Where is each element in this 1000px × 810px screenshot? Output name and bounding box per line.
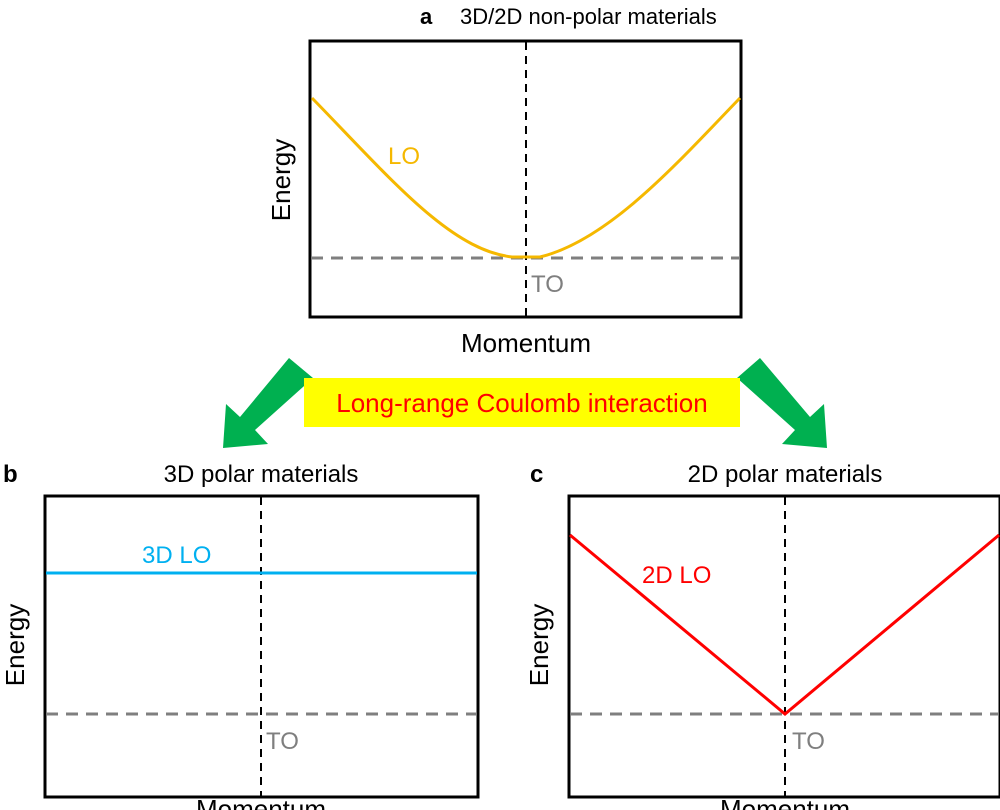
panel-c-lo-label: 2D LO xyxy=(642,562,711,589)
panel-c: c 2D polar materials 2D LO TO Momentum E… xyxy=(524,461,1000,810)
arrow-right-icon xyxy=(737,358,827,448)
panel-c-title: 2D polar materials xyxy=(688,461,883,488)
panel-letter-a: a xyxy=(420,4,433,29)
banner-text: Long-range Coulomb interaction xyxy=(336,388,707,418)
panel-letter-b: b xyxy=(3,461,18,488)
panel-letter-c: c xyxy=(530,461,543,488)
panel-a-to-label: TO xyxy=(531,271,564,298)
panel-c-to-label: TO xyxy=(792,728,825,755)
panel-a-title: 3D/2D non-polar materials xyxy=(460,4,717,29)
panel-b-to-label: TO xyxy=(266,728,299,755)
panel-a: a 3D/2D non-polar materials LO TO Moment… xyxy=(266,4,743,358)
panel-a-xlabel: Momentum xyxy=(461,328,591,358)
panel-b-lo-label: 3D LO xyxy=(142,542,211,569)
panel-b-ylabel: Energy xyxy=(0,604,30,686)
panel-a-frame xyxy=(308,39,743,319)
panel-a-lo-branch xyxy=(310,96,742,259)
panel-a-ylabel: Energy xyxy=(266,139,296,221)
panel-b: b 3D polar materials 3D LO TO Momentum E… xyxy=(0,461,480,810)
panel-c-lo-branch xyxy=(569,533,1000,716)
panel-b-title: 3D polar materials xyxy=(164,461,359,488)
banner-box xyxy=(304,378,740,427)
panel-b-frame xyxy=(43,494,480,799)
panel-c-frame xyxy=(567,494,1000,799)
panel-b-xlabel: Momentum xyxy=(196,794,326,810)
panel-a-lo-label: LO xyxy=(388,143,420,170)
panel-c-xlabel: Momentum xyxy=(720,794,850,810)
panel-c-ylabel: Energy xyxy=(524,604,554,686)
arrow-left-icon xyxy=(223,358,313,448)
